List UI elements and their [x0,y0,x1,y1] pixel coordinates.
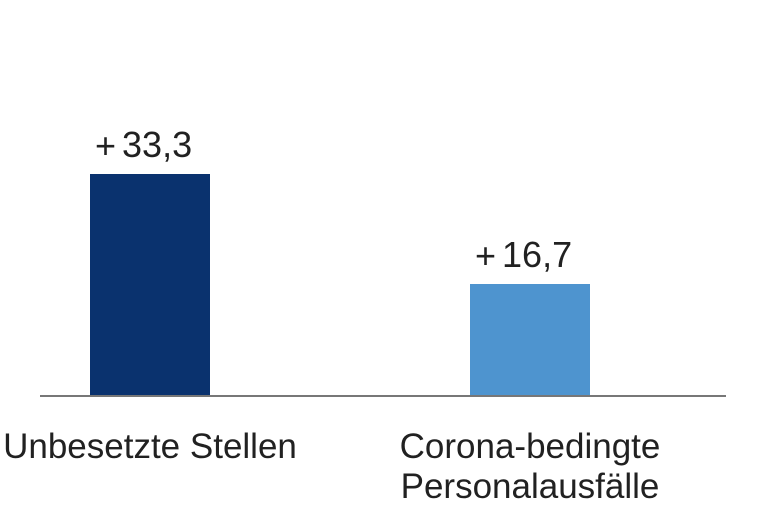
x-axis-baseline [40,395,726,397]
bar-unbesetzte-stellen [90,174,210,395]
bar-chart: +33,3 +16,7 Unbesetzte Stellen Corona-be… [0,0,766,511]
category-text-line2: Personalausfälle [401,467,660,506]
value-label-0: +33,3 [95,124,192,166]
category-label-1: Corona-bedingtePersonalausfälle [360,427,700,508]
value-text: 33,3 [122,124,192,165]
category-text: Corona-bedingte [400,427,661,466]
category-text: Unbesetzte Stellen [3,427,297,466]
value-prefix: + [95,125,116,167]
value-prefix: + [475,235,496,277]
category-label-0: Unbesetzte Stellen [0,427,320,467]
bar-corona-bedingt [470,284,590,395]
plot-area [40,0,726,395]
value-text: 16,7 [502,234,572,275]
value-label-1: +16,7 [475,234,572,276]
